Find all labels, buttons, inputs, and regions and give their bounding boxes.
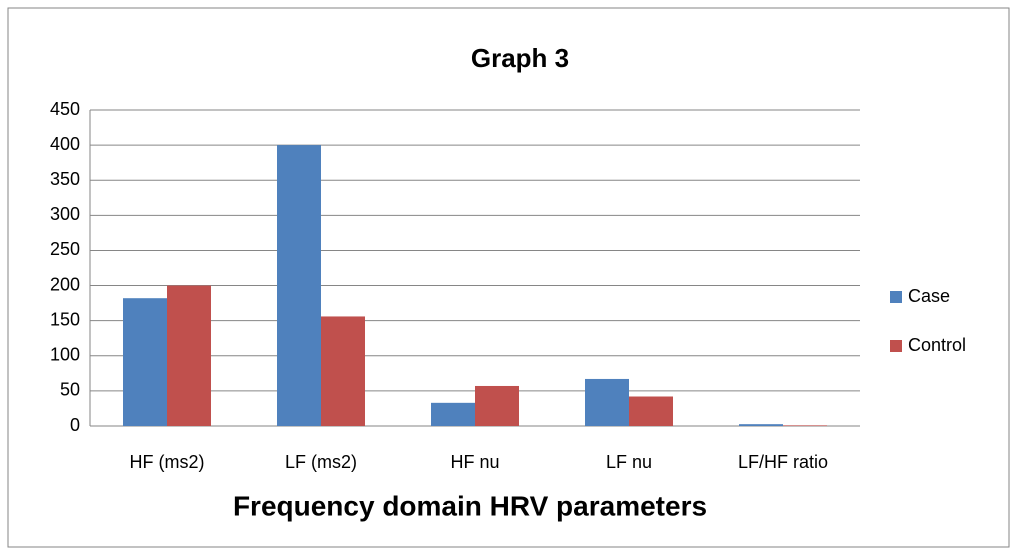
y-tick-label: 250 (50, 239, 80, 259)
y-tick-label: 50 (60, 380, 80, 400)
x-tick-label: LF (ms2) (285, 452, 357, 472)
bar (167, 285, 211, 426)
y-tick-label: 200 (50, 274, 80, 294)
legend-label: Case (908, 286, 950, 306)
y-tick-label: 450 (50, 99, 80, 119)
legend-swatch (890, 340, 902, 352)
bar (783, 425, 827, 426)
bar (321, 316, 365, 426)
legend-label: Control (908, 335, 966, 355)
x-axis-title: Frequency domain HRV parameters (233, 490, 707, 521)
bar (585, 378, 629, 426)
bar (475, 385, 519, 426)
bar (123, 298, 167, 426)
chart-frame (7, 7, 1010, 548)
bar (629, 396, 673, 426)
bar (431, 402, 475, 426)
x-tick-label: HF (ms2) (130, 452, 205, 472)
x-tick-label: LF nu (606, 452, 652, 472)
y-tick-label: 150 (50, 309, 80, 329)
y-tick-label: 100 (50, 345, 80, 365)
y-tick-label: 400 (50, 134, 80, 154)
y-tick-label: 0 (70, 415, 80, 435)
bar (277, 145, 321, 426)
y-tick-label: 300 (50, 204, 80, 224)
chart-title: Graph 3 (471, 43, 569, 73)
bar (739, 424, 783, 426)
x-tick-label: HF nu (450, 452, 499, 472)
x-tick-label: LF/HF ratio (738, 452, 828, 472)
y-tick-label: 350 (50, 169, 80, 189)
legend-swatch (890, 291, 902, 303)
